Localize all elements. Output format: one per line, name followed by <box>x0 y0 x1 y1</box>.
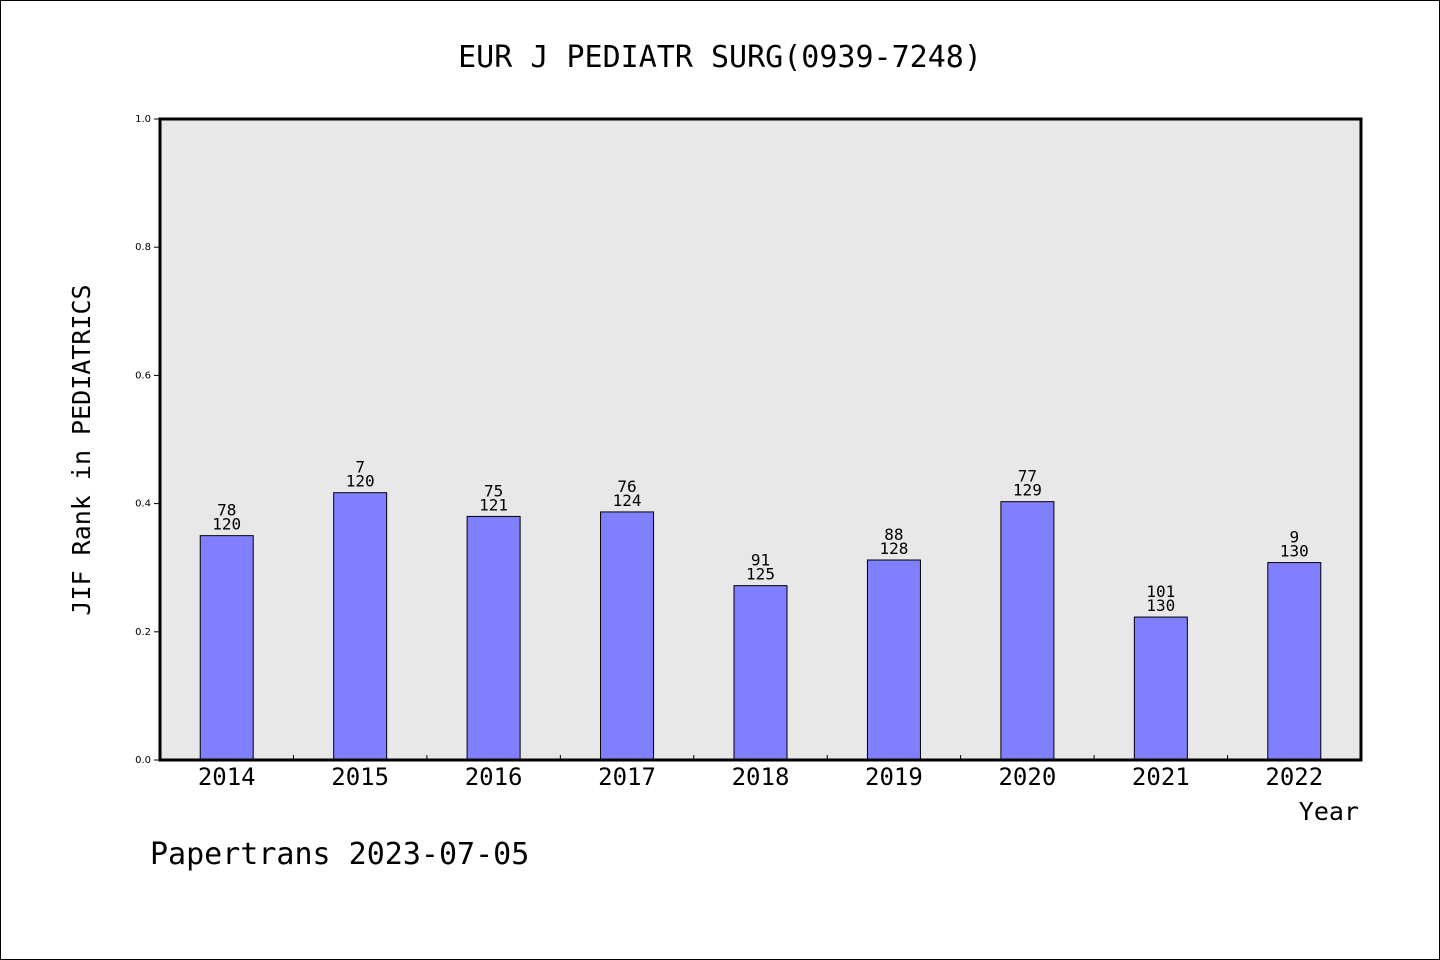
bar-total-label-2021: 130 <box>1146 596 1175 615</box>
x-tick-label-2017: 2017 <box>598 763 656 791</box>
plot-border <box>158 117 1363 762</box>
y-tick-label-0: 0.0 <box>135 755 151 766</box>
bar-total-label-2017: 124 <box>613 491 642 510</box>
y-axis-label: JIF Rank in PEDIATRICS <box>67 284 96 615</box>
x-tick-label-2022: 2022 <box>1265 763 1323 791</box>
x-tick-label-2016: 2016 <box>465 763 523 791</box>
bar-rank-label-2020: 77 <box>1018 467 1037 486</box>
x-tick-label-2014: 2014 <box>198 763 256 791</box>
bars-group: 7812071207512176124911258812877129101130… <box>199 458 1322 761</box>
bar-total-label-2015: 120 <box>346 472 375 491</box>
bar-rank-label-2019: 88 <box>884 525 903 544</box>
bar-rank-label-2016: 75 <box>484 481 503 500</box>
y-tick-label-4: 0.8 <box>135 242 151 253</box>
bar-2016 <box>466 515 521 761</box>
x-tick-label-2020: 2020 <box>998 763 1056 791</box>
y-tick-label-2: 0.4 <box>135 499 151 510</box>
x-axis-ticks: 2014 2015 2016 2017 2018 2019 2020 2021 2022 <box>198 755 1323 791</box>
bar-2021 <box>1133 616 1188 761</box>
x-axis-label: Year <box>1299 797 1359 826</box>
bar-2022 <box>1267 562 1322 761</box>
y-tick-label-3: 0.6 <box>135 370 151 381</box>
x-tick-label-2019: 2019 <box>865 763 923 791</box>
bar-total-label-2018: 125 <box>746 565 775 584</box>
chart-title: EUR J PEDIATR SURG(0939-7248) <box>458 40 982 75</box>
y-tick-label-5: 1.0 <box>135 114 151 125</box>
bar-2015 <box>333 492 388 761</box>
bar-rank-label-2018: 91 <box>751 551 770 570</box>
x-tick-label-2021: 2021 <box>1132 763 1190 791</box>
y-axis-ticks: 0.0 0.2 0.4 0.6 0.8 1.0 <box>135 114 160 766</box>
bar-2017 <box>600 511 655 761</box>
footer-text: Papertrans 2023-07-05 <box>150 837 529 872</box>
bar-total-label-2014: 120 <box>212 515 241 534</box>
x-tick-label-2015: 2015 <box>331 763 389 791</box>
bar-total-label-2019: 128 <box>879 539 908 558</box>
bar-2020 <box>1000 501 1055 761</box>
bar-rank-label-2017: 76 <box>617 477 636 496</box>
bar-rank-label-2022: 9 <box>1289 528 1299 547</box>
bar-2019 <box>866 559 921 761</box>
y-tick-label-1: 0.2 <box>135 627 151 638</box>
bar-2014 <box>199 535 254 761</box>
bar-total-label-2016: 121 <box>479 495 508 514</box>
x-tick-label-2018: 2018 <box>732 763 790 791</box>
bar-total-label-2020: 129 <box>1013 481 1042 500</box>
bar-rank-label-2014: 78 <box>217 501 236 520</box>
bar-total-label-2022: 130 <box>1280 542 1309 561</box>
bar-rank-label-2021: 101 <box>1146 582 1175 601</box>
bar-2018 <box>733 585 788 761</box>
bar-rank-label-2015: 7 <box>355 458 365 477</box>
